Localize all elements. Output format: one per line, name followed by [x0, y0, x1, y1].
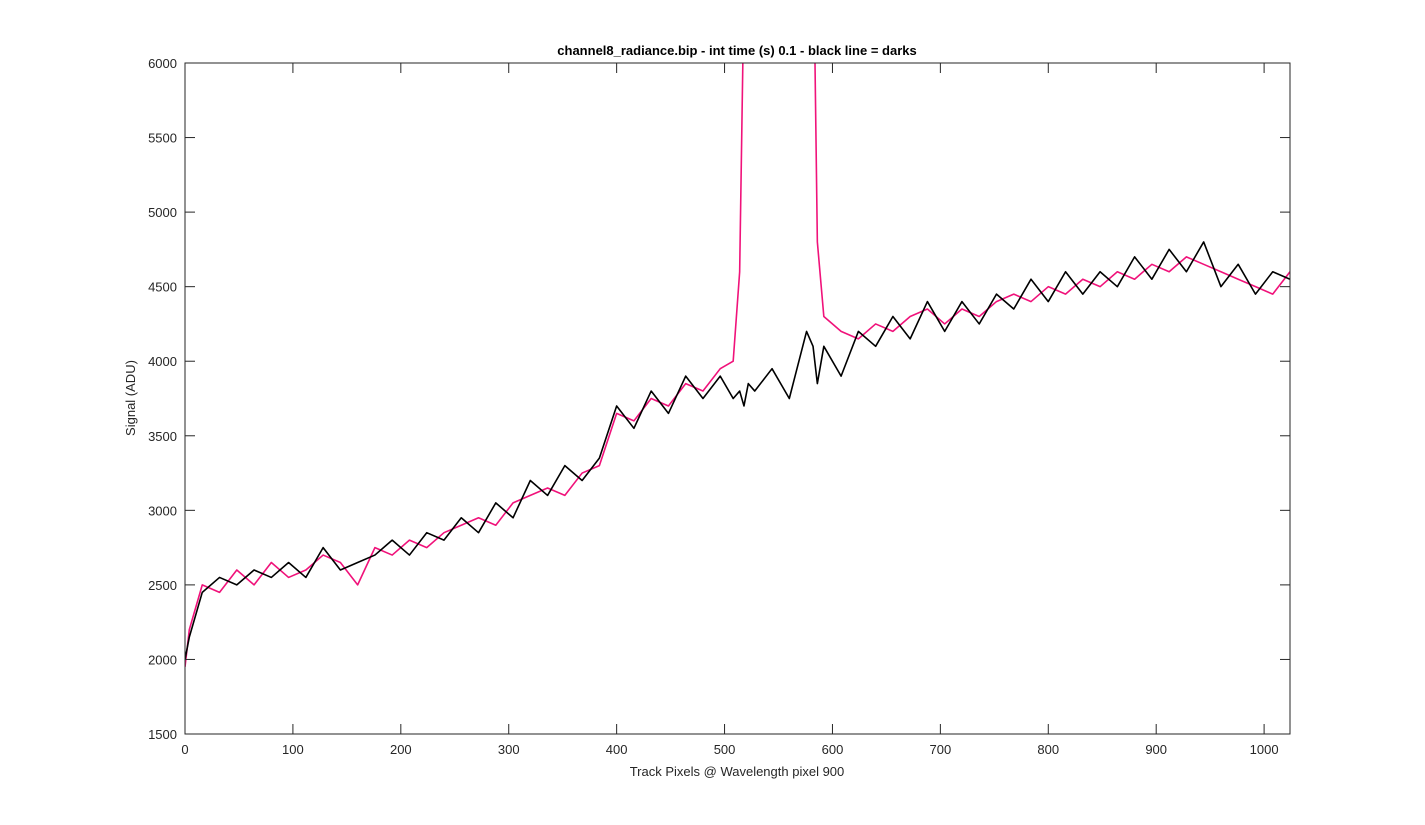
x-tick-label: 300 — [498, 742, 520, 757]
x-tick-label: 200 — [390, 742, 412, 757]
y-axis-label: Signal (ADU) — [123, 360, 138, 436]
y-tick-label: 5000 — [148, 205, 177, 220]
data-line — [185, 241, 1290, 660]
y-tick-label: 1500 — [148, 727, 177, 742]
y-tick-label: 3500 — [148, 429, 177, 444]
y-tick-label: 4500 — [148, 280, 177, 295]
chart-title: channel8_radiance.bip - int time (s) 0.1… — [557, 43, 916, 58]
x-tick-label: 600 — [822, 742, 844, 757]
x-tick-label: 100 — [282, 742, 304, 757]
y-tick-label: 3000 — [148, 503, 177, 518]
y-tick-label: 2000 — [148, 652, 177, 667]
y-tick-label: 4000 — [148, 354, 177, 369]
x-tick-label: 700 — [930, 742, 952, 757]
x-tick-label: 400 — [606, 742, 628, 757]
x-tick-label: 800 — [1037, 742, 1059, 757]
x-axis-label: Track Pixels @ Wavelength pixel 900 — [630, 764, 845, 779]
y-tick-label: 2500 — [148, 578, 177, 593]
data-line — [185, 63, 1290, 667]
x-tick-label: 500 — [714, 742, 736, 757]
plot-area — [185, 63, 1290, 734]
y-tick-label: 5500 — [148, 131, 177, 146]
y-tick-label: 6000 — [148, 56, 177, 71]
x-tick-label: 900 — [1145, 742, 1167, 757]
x-tick-label: 1000 — [1250, 742, 1279, 757]
axes-box — [184, 62, 1291, 735]
x-tick-label: 0 — [181, 742, 188, 757]
series-group — [185, 63, 1290, 667]
